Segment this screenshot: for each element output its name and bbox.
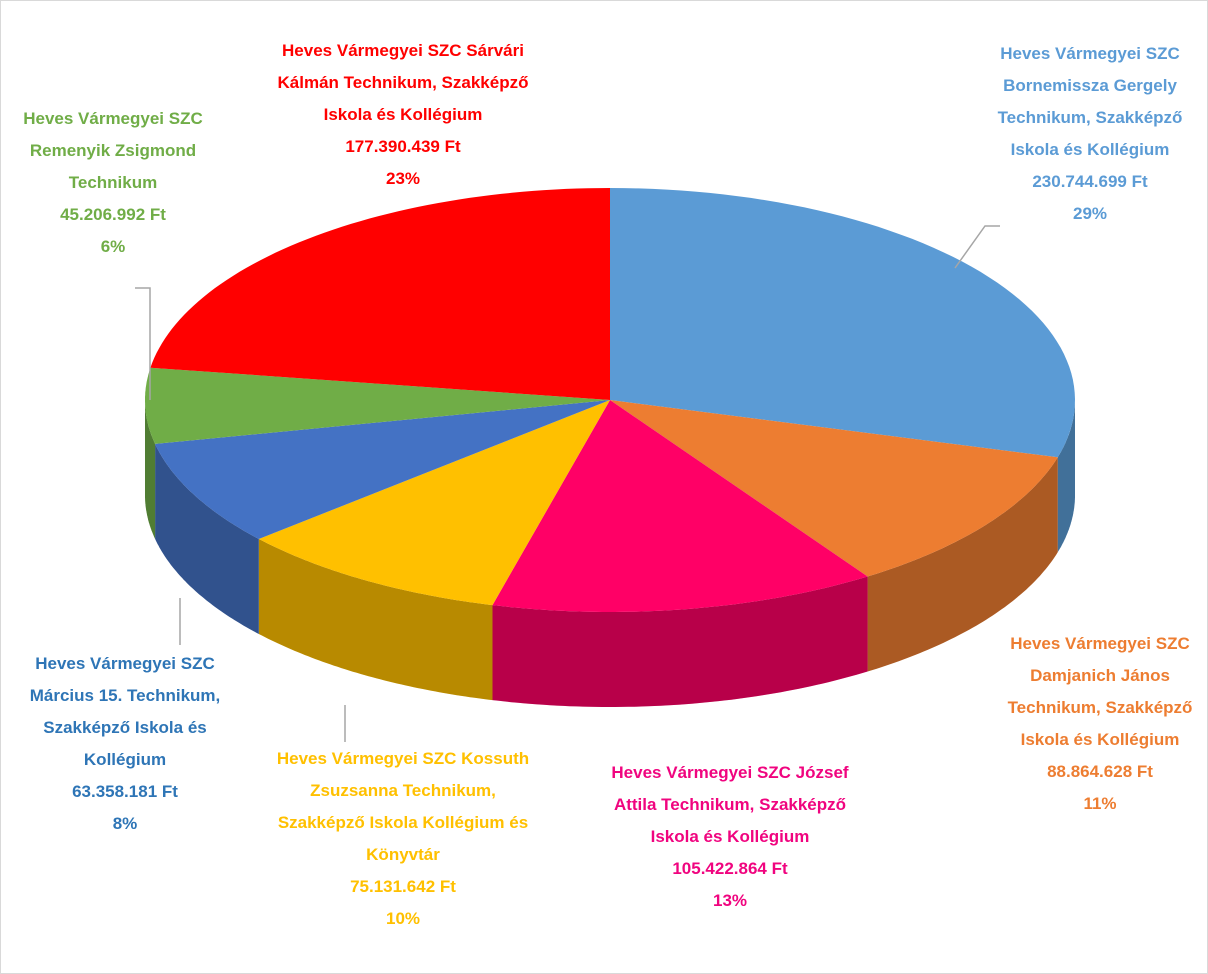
data-label: Heves Vármegyei SZC Kossuth Zsuzsanna Te… — [272, 743, 534, 935]
label-value: 230.744.699 Ft — [1032, 172, 1148, 191]
data-label: Heves Vármegyei SZC József Attila Techni… — [610, 757, 850, 917]
slice-side — [145, 400, 156, 539]
slice-side-shade — [867, 457, 1058, 672]
label-name: Heves Vármegyei SZC Kossuth Zsuzsanna Te… — [276, 749, 530, 864]
slice-side — [155, 443, 259, 634]
slice — [258, 400, 610, 606]
label-percent: 11% — [1083, 794, 1117, 813]
slice — [492, 400, 868, 612]
label-value: 88.864.628 Ft — [1047, 762, 1153, 781]
slice-side — [258, 539, 493, 701]
leader-line — [135, 287, 151, 400]
label-percent: 23% — [385, 169, 421, 188]
slice-side-shade — [492, 576, 868, 707]
leader-lines — [135, 225, 1000, 742]
slice-side — [1057, 400, 1075, 553]
label-percent: 10% — [385, 909, 421, 928]
label-name: Heves Vármegyei SZC Sárvári Kálmán Techn… — [277, 41, 529, 124]
slice — [155, 400, 610, 539]
slice — [610, 188, 1075, 458]
label-percent: 6% — [100, 237, 126, 256]
label-name: Heves Vármegyei SZC Bornemissza Gergely … — [997, 44, 1183, 159]
leader-line — [954, 225, 1000, 269]
label-name: Heves Vármegyei SZC Március 15. Techniku… — [29, 654, 221, 769]
data-label: Heves Vármegyei SZC Sárvári Kálmán Techn… — [272, 35, 534, 195]
label-name: Heves Vármegyei SZC Damjanich János Tech… — [1007, 634, 1193, 749]
slice-side-shade — [1057, 400, 1075, 553]
label-value: 63.358.181 Ft — [72, 782, 178, 801]
label-value: 177.390.439 Ft — [345, 137, 461, 156]
label-value: 75.131.642 Ft — [350, 877, 456, 896]
label-value: 45.206.992 Ft — [60, 205, 166, 224]
data-label: Heves Vármegyei SZC Remenyik Zsigmond Te… — [13, 103, 213, 263]
data-label: Heves Vármegyei SZC Bornemissza Gergely … — [975, 38, 1205, 230]
label-name: Heves Vármegyei SZC József Attila Techni… — [611, 763, 849, 846]
slice-side — [867, 457, 1058, 672]
label-value: 105.422.864 Ft — [672, 859, 788, 878]
slice — [610, 400, 1058, 577]
label-percent: 8% — [112, 814, 138, 833]
slice-side-shade — [145, 400, 156, 539]
slice-side-shade — [258, 539, 493, 701]
data-label: Heves Vármegyei SZC Március 15. Techniku… — [9, 648, 241, 840]
label-percent: 13% — [712, 891, 748, 910]
data-label: Heves Vármegyei SZC Damjanich János Tech… — [990, 628, 1208, 820]
slice — [145, 367, 610, 444]
slice — [150, 188, 610, 400]
slice-side — [492, 576, 868, 707]
slice-side-shade — [155, 443, 259, 634]
label-name: Heves Vármegyei SZC Remenyik Zsigmond Te… — [23, 109, 203, 192]
label-percent: 29% — [1072, 204, 1108, 223]
